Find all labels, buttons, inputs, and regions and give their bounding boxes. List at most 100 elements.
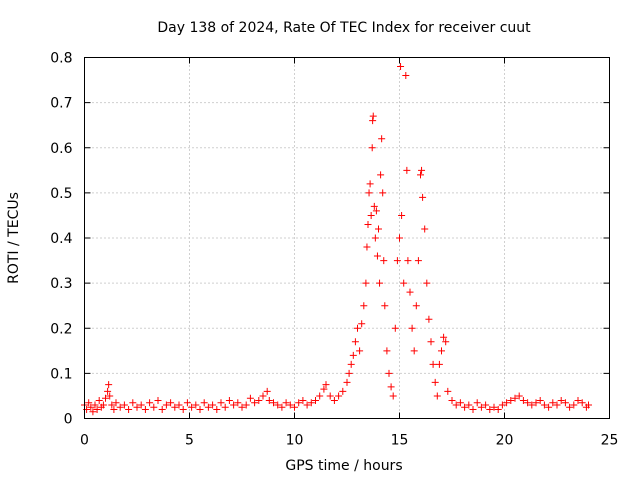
data-point — [380, 257, 388, 265]
data-point — [473, 399, 481, 407]
data-point — [196, 405, 204, 413]
data-point — [578, 399, 586, 407]
data-point — [137, 401, 145, 409]
data-point — [238, 403, 246, 411]
x-tick-label: 5 — [185, 433, 194, 449]
data-point — [179, 405, 187, 413]
data-point — [356, 347, 364, 355]
data-point — [307, 399, 315, 407]
data-point — [204, 403, 212, 411]
data-point — [167, 399, 175, 407]
grid — [84, 57, 610, 419]
data-point — [375, 225, 382, 233]
plot-frame — [84, 57, 610, 419]
x-tick-label: 20 — [496, 433, 514, 449]
y-tick-label: 0 — [64, 412, 73, 428]
data-point — [540, 401, 548, 409]
data-point — [387, 383, 395, 391]
data-point — [95, 396, 103, 404]
data-point — [400, 279, 408, 287]
data-point — [376, 279, 384, 287]
data-point — [282, 399, 290, 407]
data-point — [299, 396, 307, 404]
data-point — [423, 279, 431, 287]
data-point — [133, 403, 141, 411]
data-point — [303, 401, 311, 409]
data-point — [154, 396, 162, 404]
data-point — [465, 401, 473, 409]
data-point — [217, 399, 225, 407]
data-point — [461, 403, 469, 411]
x-tick-label: 0 — [80, 433, 89, 449]
data-point — [93, 405, 101, 413]
data-point — [259, 392, 267, 400]
data-point — [366, 180, 374, 188]
y-tick-label: 0.5 — [50, 186, 72, 202]
data-point — [183, 399, 191, 407]
x-tick-label: 15 — [391, 433, 409, 449]
data-point — [347, 360, 355, 368]
x-axis-label: GPS time / hours — [285, 458, 402, 474]
data-point — [528, 401, 536, 409]
data-point — [322, 381, 330, 389]
data-point — [408, 324, 416, 332]
data-point — [102, 394, 109, 402]
data-point — [482, 401, 490, 409]
data-point — [429, 360, 437, 368]
y-tick-label: 0.4 — [50, 231, 72, 247]
data-point — [561, 399, 569, 407]
data-point — [312, 396, 319, 404]
y-tick-label: 0.2 — [50, 321, 72, 337]
data-point — [330, 396, 338, 404]
data-point — [320, 385, 328, 393]
data-point — [363, 243, 371, 251]
data-point — [435, 360, 443, 368]
data-point — [585, 401, 592, 409]
data-point — [448, 396, 456, 404]
data-point — [404, 257, 412, 265]
data-point — [397, 63, 405, 71]
data-point — [553, 401, 561, 409]
data-point — [412, 302, 420, 310]
data-point — [368, 144, 376, 152]
data-point — [188, 403, 196, 411]
data-point — [360, 302, 368, 310]
data-point — [246, 394, 254, 402]
data-point — [105, 381, 113, 389]
data-point — [125, 405, 133, 413]
data-point — [381, 302, 389, 310]
data-point — [175, 401, 183, 409]
data-point — [503, 399, 511, 407]
data-point — [574, 396, 582, 404]
data-point — [373, 252, 381, 260]
data-point — [150, 403, 158, 411]
data-point — [398, 211, 406, 219]
data-point — [354, 324, 361, 332]
data-point — [255, 396, 263, 404]
data-point — [371, 234, 379, 242]
data-point — [358, 320, 366, 328]
data-point — [335, 392, 343, 400]
data-point — [85, 399, 93, 407]
data-point — [104, 387, 112, 395]
data-point — [456, 399, 464, 407]
data-point — [364, 220, 372, 228]
data-point — [209, 401, 217, 409]
data-point — [120, 401, 128, 409]
data-point — [536, 396, 544, 404]
data-point — [242, 401, 250, 409]
data-point — [507, 396, 515, 404]
data-point — [431, 378, 439, 386]
data-point — [418, 166, 426, 174]
data-point — [162, 401, 170, 409]
data-point — [87, 403, 95, 411]
data-point — [402, 72, 410, 80]
axis-ticks — [84, 57, 610, 419]
data-point — [213, 405, 221, 413]
y-tick-label: 0.1 — [50, 366, 72, 382]
data-point — [278, 403, 286, 411]
data-point — [365, 189, 373, 197]
data-point — [425, 315, 433, 323]
data-point — [532, 399, 540, 407]
